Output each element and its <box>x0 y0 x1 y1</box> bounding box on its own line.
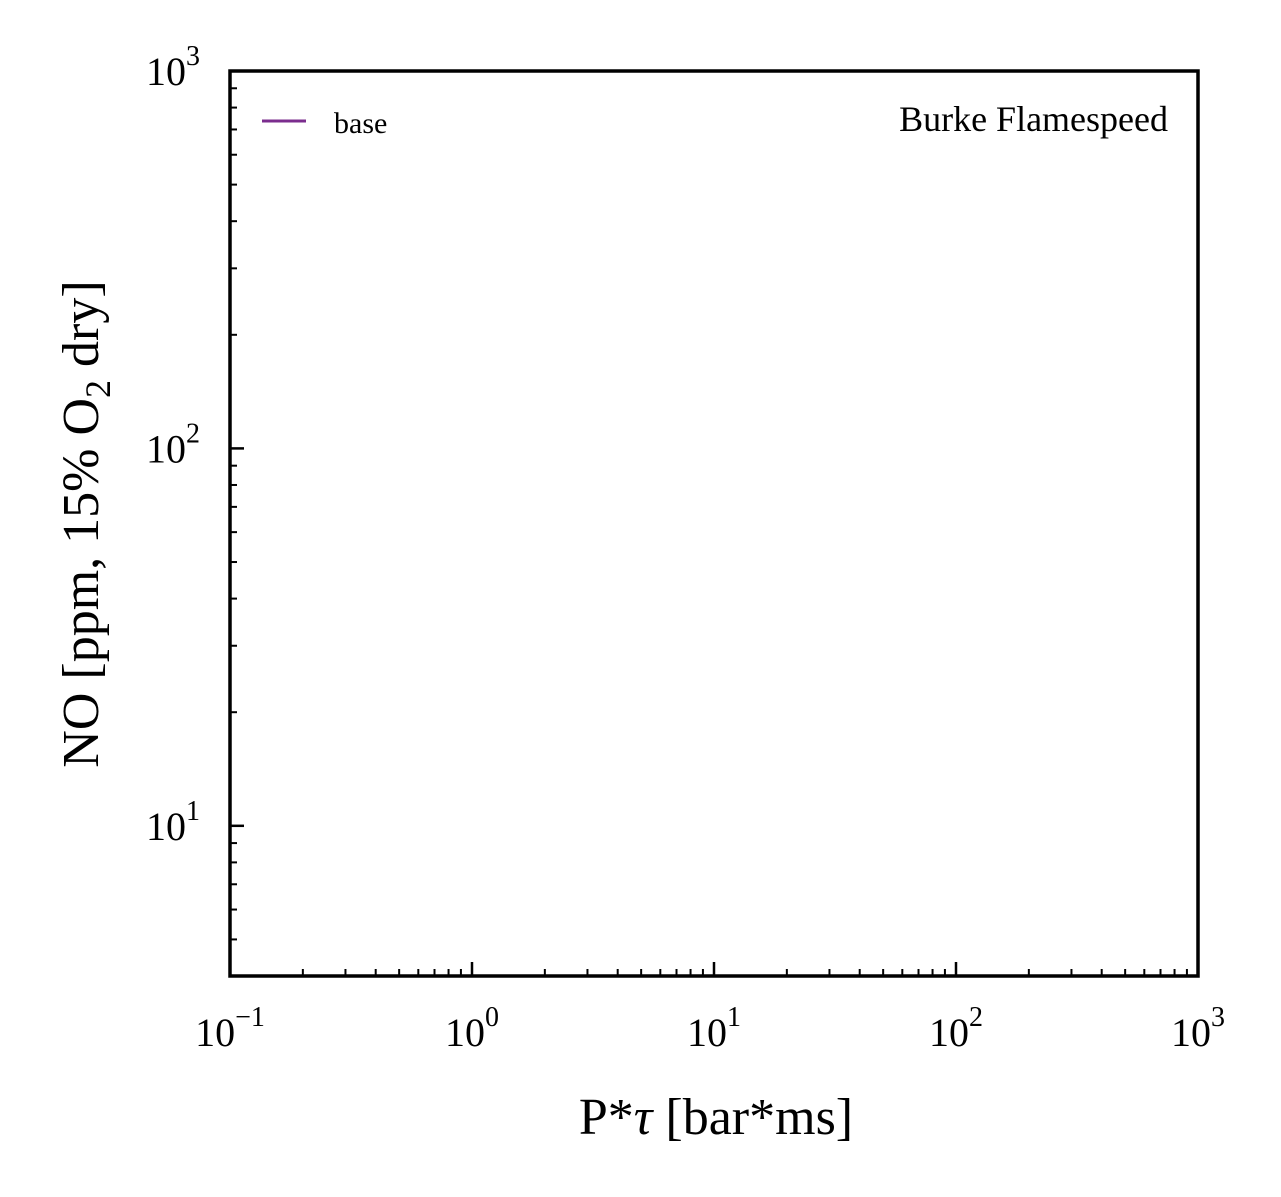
x-axis-label: P*τ [bar*ms] <box>579 1089 853 1146</box>
y-axis-label: NO [ppm, 15% O2 dry] <box>53 280 118 767</box>
y-tick-label: 101 <box>146 796 200 849</box>
tick-labels: 10−1 100 101 102 103 101 102 103 <box>146 41 1225 1055</box>
x-tick-label: 100 <box>445 1002 499 1055</box>
legend-label-base: base <box>334 107 387 140</box>
x-tick-label: 102 <box>929 1002 983 1055</box>
annotation: Burke Flamespeed <box>899 99 1168 139</box>
legend: base <box>262 107 387 140</box>
x-tick-label: 101 <box>687 1002 741 1055</box>
major-ticks <box>228 69 1200 976</box>
minor-ticks <box>230 87 1188 977</box>
x-tick-label: 10−1 <box>195 1002 265 1055</box>
y-tick-label: 103 <box>146 41 200 94</box>
x-tick-label: 103 <box>1171 1002 1225 1055</box>
plot-frame <box>228 69 1200 978</box>
y-tick-label: 102 <box>146 418 200 471</box>
